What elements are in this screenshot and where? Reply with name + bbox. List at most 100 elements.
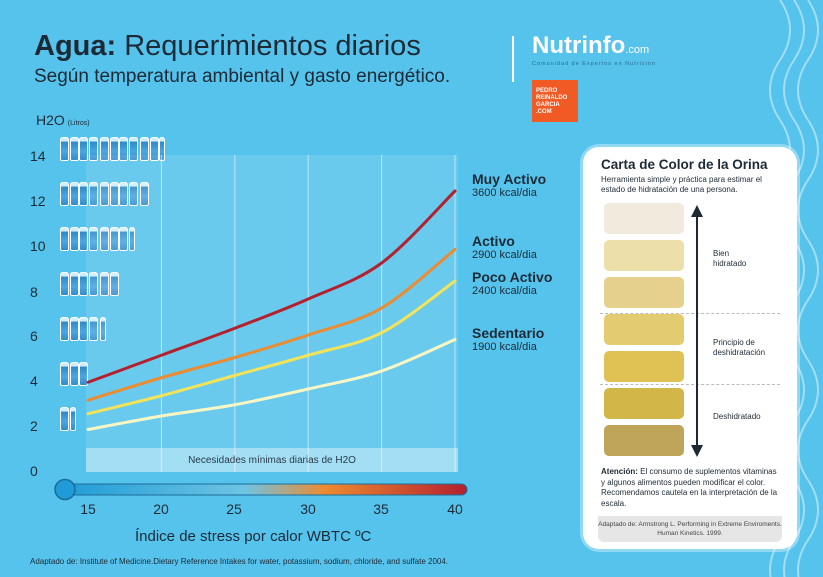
page-subtitle: Según temperatura ambiental y gasto ener… <box>34 66 451 87</box>
water-bottle-icon <box>69 317 79 341</box>
attention-note: Atención: El consumo de suplementos vita… <box>601 467 781 509</box>
water-bottle-icon <box>60 182 69 206</box>
author-logo-line: GARCIA <box>536 102 560 108</box>
x-tick-label: 15 <box>80 501 96 517</box>
zone-label-line: Bien <box>713 249 730 258</box>
x-tick-label: 30 <box>300 501 316 517</box>
zone-label-early-dehydration: Principio de deshidratación <box>713 338 765 358</box>
water-bottle-icon <box>79 362 88 386</box>
water-bottle-icon <box>69 227 79 251</box>
water-bottle-icon <box>128 182 138 206</box>
water-bottle-icon <box>149 137 159 161</box>
y-tick-label: 8 <box>30 284 38 300</box>
series-line-activo <box>86 248 457 402</box>
water-bottle-icon <box>140 182 149 206</box>
urine-color-swatch <box>604 240 684 271</box>
water-bottle-icon <box>60 317 69 341</box>
y-tick-label: 0 <box>30 463 38 479</box>
water-bottle-icon <box>60 227 69 251</box>
plot-area <box>86 155 458 448</box>
series-kcal-activo: 2900 kcal/dia <box>472 249 537 261</box>
zone-separator <box>600 384 780 385</box>
water-bottle-icon <box>69 362 79 386</box>
double-arrow-icon <box>691 205 703 457</box>
water-bottle-icon <box>100 272 109 296</box>
y-axis-label-text: H2O <box>36 112 65 128</box>
water-bottle-icon <box>119 182 128 206</box>
series-lines <box>86 189 457 431</box>
min-needs-label: Necesidades mínimas diarias de H2O <box>188 455 356 466</box>
brand-logo: Nutrinfo.com <box>532 32 649 60</box>
water-bottle-icon <box>140 137 149 161</box>
y-tick-label: 6 <box>30 328 38 344</box>
card-description: Herramienta simple y práctica para estim… <box>601 175 762 194</box>
author-logo-line: PEDRO <box>536 88 558 94</box>
water-bottle-icon <box>119 137 128 161</box>
author-logo-line: .COM <box>536 109 552 115</box>
title-rest: Requerimientos diarios <box>116 30 421 62</box>
y-tick-label: 14 <box>30 148 46 164</box>
y-tick-label: 12 <box>30 193 46 209</box>
water-bottle-icon <box>100 137 109 161</box>
water-bottle-icon <box>69 407 76 431</box>
water-bottle-icon <box>100 227 109 251</box>
water-bottle-icon <box>128 227 135 251</box>
water-bottle-icon <box>79 317 88 341</box>
series-label-muy-activo: Muy Activo <box>472 171 547 187</box>
series-label-poco-activo: Poco Activo <box>472 269 553 285</box>
attention-bold: Atención: <box>601 467 638 476</box>
x-tick-label: 40 <box>447 501 463 517</box>
series-label-activo: Activo <box>472 233 515 249</box>
urine-color-swatch <box>604 277 684 308</box>
water-bottle-icon <box>159 137 165 161</box>
y-tick-label: 4 <box>30 373 38 389</box>
water-bottle-icon <box>60 272 69 296</box>
y-tick-label: 10 <box>30 238 46 254</box>
water-bottle-icon <box>60 137 69 161</box>
water-bottle-icon <box>69 182 79 206</box>
water-bottle-icon <box>60 362 69 386</box>
title-bold: Agua: <box>34 30 117 62</box>
water-bottle-icon <box>79 182 88 206</box>
series-kcal-muy-activo: 3600 kcal/dia <box>472 187 537 199</box>
water-bottle-icon <box>88 317 98 341</box>
water-bottle-icon <box>109 137 119 161</box>
urine-color-swatch <box>604 314 684 345</box>
brand-name: Nutrinfo <box>532 32 626 59</box>
water-bottle-icon <box>100 182 109 206</box>
card-title: Carta de Color de la Orina <box>601 157 768 172</box>
source-footnote: Adaptado de: Institute of Medicine.Dieta… <box>30 557 449 566</box>
water-bottle-icon <box>109 272 119 296</box>
card-source-background <box>598 516 782 542</box>
urine-color-swatch <box>604 388 684 419</box>
water-bottle-icon <box>100 317 106 341</box>
y-axis-label: H2O (Litros) <box>36 112 90 128</box>
water-bottle-icon <box>109 182 119 206</box>
header-divider <box>512 36 514 82</box>
zone-label-line: Principio de <box>713 338 755 347</box>
zone-label-line: Deshidratado <box>713 412 761 421</box>
author-logo: PEDRO REINALDO GARCIA .COM <box>532 80 578 122</box>
water-bottle-icon <box>88 227 98 251</box>
water-bottle-icon <box>128 137 138 161</box>
water-bottle-icon <box>79 227 88 251</box>
water-bottle-icon <box>88 272 98 296</box>
zone-separator <box>600 313 780 314</box>
grid-lines <box>160 155 456 472</box>
min-needs-band <box>86 448 458 472</box>
water-bottle-icon <box>79 137 88 161</box>
x-tick-label: 20 <box>153 501 169 517</box>
x-tick-label: 25 <box>226 501 242 517</box>
y-tick-label: 2 <box>30 418 38 434</box>
thermometer-bulb <box>54 478 76 501</box>
zone-label-hydrated: Bien hidratado <box>713 249 746 269</box>
urine-color-swatch <box>604 351 684 382</box>
water-bottle-icon <box>69 272 79 296</box>
water-bottle-icon <box>109 227 119 251</box>
zone-label-line: deshidratación <box>713 348 766 357</box>
author-logo-line: REINALDO <box>536 95 568 101</box>
water-bottle-icon <box>60 407 69 431</box>
page-title: Agua: Requerimientos diarios <box>34 30 421 63</box>
series-kcal-sedentario: 1900 kcal/dia <box>472 341 537 353</box>
